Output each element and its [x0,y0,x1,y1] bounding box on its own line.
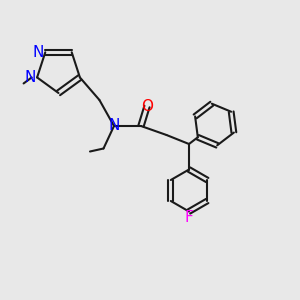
Text: N: N [108,118,120,134]
Text: N: N [32,45,44,60]
Text: N: N [24,70,36,85]
Text: F: F [184,210,194,225]
Text: O: O [141,99,153,114]
